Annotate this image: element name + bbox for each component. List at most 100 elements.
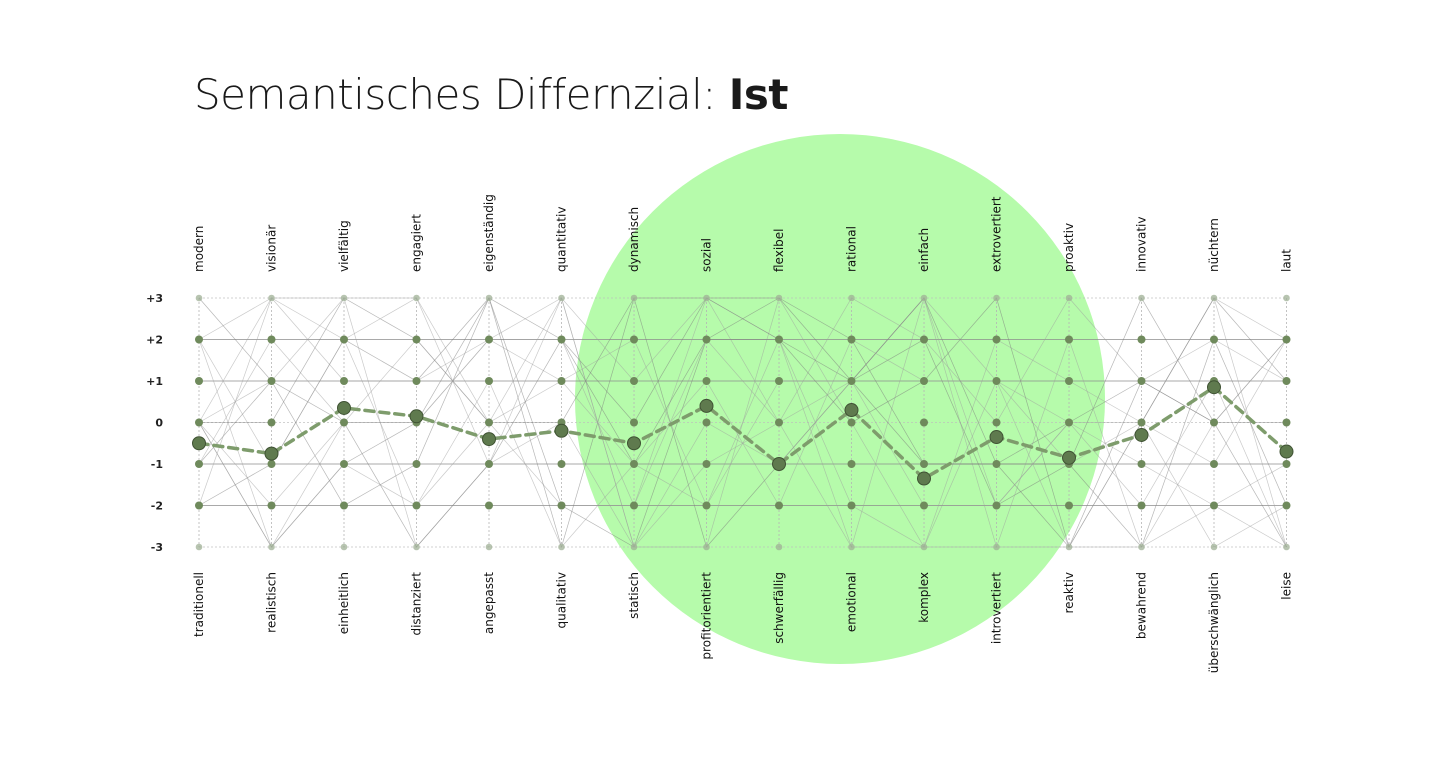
mean-point [1134, 427, 1149, 442]
scale-marker [1210, 294, 1218, 302]
scale-marker [557, 335, 566, 344]
scale-marker [485, 418, 493, 427]
scale-marker [412, 460, 421, 468]
top-pole-label: innovativ [1135, 217, 1149, 272]
scale-marker [340, 460, 348, 468]
bottom-pole-label: distanziert [410, 572, 424, 636]
scale-marker [920, 460, 928, 468]
top-pole-label: visionär [265, 225, 279, 272]
scale-marker [1065, 418, 1073, 427]
scale-marker [1137, 335, 1146, 344]
mean-point [337, 400, 351, 415]
scale-marker [1210, 418, 1218, 427]
scale-marker [775, 501, 783, 510]
scale-marker [920, 335, 928, 344]
y-tick-label: -3 [151, 541, 163, 554]
scale-marker [775, 294, 783, 302]
bottom-pole-label: bewahrend [1135, 572, 1149, 639]
scale-marker [630, 543, 638, 551]
scale-marker [1065, 335, 1073, 344]
scale-marker [775, 418, 783, 427]
scale-marker [413, 294, 420, 302]
scale-marker [340, 377, 348, 385]
scale-markers-layer [195, 294, 1291, 551]
bottom-pole-label: traditionell [192, 572, 206, 637]
scale-marker [630, 294, 638, 302]
scale-marker [558, 294, 565, 302]
scale-marker [702, 377, 711, 385]
scale-marker [1210, 543, 1218, 551]
scale-marker [992, 377, 1001, 385]
label-layer: +3 +2 +1 0 -1 -2 -3 modern visionär vielfältig eng… [146, 194, 1293, 673]
mean-point [772, 457, 786, 471]
scale-marker [703, 543, 710, 551]
scale-marker [485, 294, 493, 302]
scale-marker [267, 418, 276, 427]
scale-marker [412, 335, 421, 344]
scale-marker [340, 501, 348, 510]
scale-marker [413, 543, 420, 551]
scale-marker [1065, 377, 1073, 385]
bottom-pole-label: reaktiv [1062, 572, 1076, 614]
scale-marker [1282, 418, 1291, 427]
scale-marker [1137, 418, 1146, 427]
bottom-pole-label: introvertiert [990, 572, 1004, 644]
response-line [198, 297, 1287, 548]
top-pole-label: rational [845, 226, 859, 272]
scale-marker [195, 377, 203, 385]
scale-marker [267, 460, 276, 468]
scale-marker [1210, 501, 1218, 510]
scale-marker [920, 294, 928, 302]
scale-marker [195, 294, 203, 302]
scale-marker [195, 543, 203, 551]
top-pole-label: einfach [917, 228, 931, 272]
mean-profile-layer [192, 380, 1294, 486]
y-tick-label: +3 [146, 292, 163, 305]
mean-point [699, 398, 714, 413]
scale-marker [1283, 543, 1290, 551]
top-pole-label: vielfältig [337, 220, 351, 272]
scale-marker [1065, 543, 1073, 551]
bottom-pole-label: qualitativ [555, 572, 569, 628]
bottom-pole-label: einheitlich [337, 572, 351, 634]
mean-point [1062, 450, 1076, 465]
scale-marker [702, 460, 711, 468]
scale-marker [1210, 460, 1218, 468]
scale-marker [557, 377, 566, 385]
scale-marker [847, 501, 856, 510]
y-tick-label: +2 [146, 334, 163, 347]
mean-point [917, 471, 931, 486]
scale-marker [268, 543, 275, 551]
bottom-pole-label: leise [1280, 572, 1294, 600]
scale-marker [775, 543, 783, 551]
scale-marker [1283, 294, 1290, 302]
top-pole-label: dynamisch [627, 207, 641, 272]
scale-marker [992, 460, 1001, 468]
scale-marker [1137, 501, 1146, 510]
scale-marker [993, 543, 1000, 551]
mean-point [844, 403, 859, 418]
scale-marker [920, 501, 928, 510]
scale-marker [1282, 335, 1291, 344]
scale-marker [485, 377, 493, 385]
response-line [198, 297, 1287, 549]
bottom-pole-label: profitorientiert [700, 572, 714, 660]
mean-point [482, 432, 496, 447]
top-pole-label: nüchtern [1207, 218, 1221, 272]
scale-marker [992, 418, 1001, 427]
scale-marker [267, 501, 276, 510]
bottom-pole-label: statisch [627, 572, 641, 619]
scale-marker [485, 501, 493, 510]
scale-marker [485, 543, 493, 551]
scale-marker [920, 543, 928, 551]
scale-marker [195, 335, 203, 344]
title-highlight: Ist [728, 70, 789, 119]
scale-marker [630, 377, 638, 385]
mean-point [409, 409, 424, 424]
bottom-pole-label: komplex [917, 572, 931, 623]
title-main: Semantisches Differnzial: [194, 70, 716, 119]
top-pole-label: laut [1280, 249, 1294, 272]
top-pole-label: modern [192, 226, 206, 272]
scale-marker [267, 377, 276, 385]
scale-marker [1065, 501, 1073, 510]
